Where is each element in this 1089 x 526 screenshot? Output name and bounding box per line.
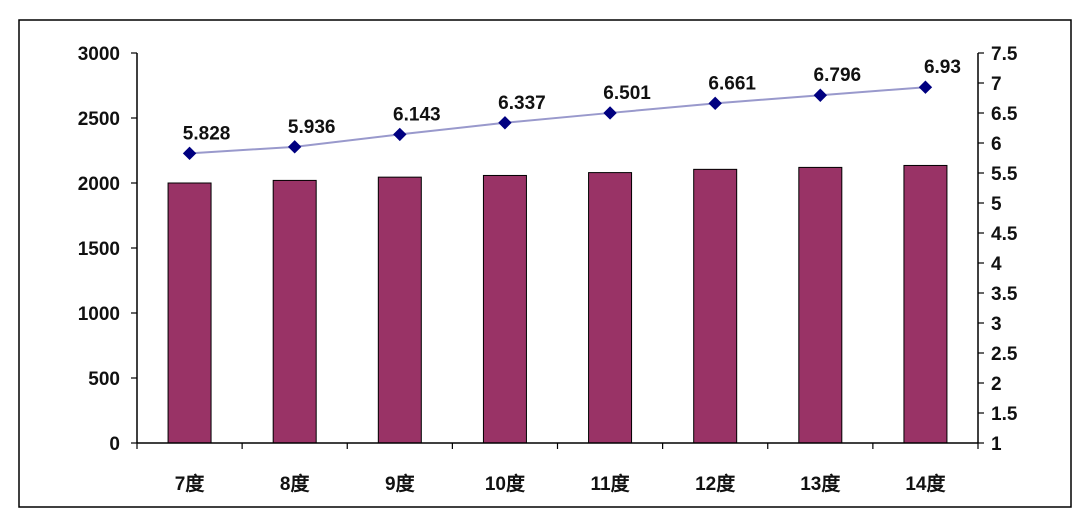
- left-tick-label: 1500: [78, 239, 120, 260]
- right-tick-label: 5.5: [991, 164, 1018, 185]
- x-tick-label: 10度: [485, 472, 526, 495]
- data-label-8: 6.93: [924, 57, 961, 78]
- bar-5: [588, 172, 633, 444]
- x-tick-label: 7度: [175, 472, 206, 495]
- x-tick-label: 11度: [591, 472, 631, 495]
- data-label-2: 5.936: [288, 117, 336, 138]
- bar-6: [693, 168, 738, 444]
- bar-7: [798, 166, 843, 444]
- x-tick-label: 8度: [280, 472, 311, 495]
- line-path: [189, 86, 926, 155]
- chart-axes: [131, 52, 984, 449]
- line-point-2: [287, 140, 302, 154]
- data-label-1: 5.828: [183, 123, 231, 144]
- x-tick-label: 13度: [800, 472, 841, 495]
- right-tick-label: 3.5: [991, 284, 1018, 305]
- left-tick-label: 3000: [78, 44, 120, 65]
- left-tick-label: 0: [109, 434, 120, 455]
- bar-1: [167, 182, 212, 444]
- data-label-5: 6.501: [603, 83, 651, 104]
- right-tick-label: 1.5: [991, 404, 1018, 425]
- x-tick-label: 14度: [905, 472, 946, 495]
- line-point-7: [813, 88, 828, 102]
- right-tick-label: 6: [991, 134, 1002, 155]
- x-tick-label: 9度: [385, 472, 416, 495]
- right-tick-label: 5: [991, 194, 1002, 215]
- right-tick-label: 2.5: [991, 344, 1018, 365]
- left-tick-label: 500: [88, 369, 120, 390]
- bar-8: [903, 164, 948, 444]
- data-label-3: 6.143: [393, 104, 441, 125]
- right-tick-label: 7.5: [991, 44, 1018, 65]
- left-tick-label: 2000: [78, 174, 120, 195]
- line-point-5: [603, 106, 617, 120]
- data-label-7: 6.796: [814, 65, 862, 86]
- line-point-1: [182, 146, 197, 161]
- bar-series: [167, 164, 948, 444]
- x-tick-label: 12度: [695, 472, 736, 495]
- bar-3: [377, 176, 422, 444]
- line-point-3: [393, 127, 407, 142]
- data-label-4: 6.337: [498, 93, 546, 114]
- line-point-4: [498, 116, 512, 130]
- left-tick-label: 1000: [78, 304, 120, 325]
- bar-4: [482, 174, 527, 444]
- line-series: [182, 80, 933, 161]
- right-tick-label: 2: [991, 374, 1002, 395]
- right-tick-label: 7: [991, 74, 1002, 95]
- right-tick-label: 4: [991, 254, 1002, 275]
- bar-2: [272, 179, 317, 444]
- chart-labels: 0 500 1000 1500 2000 2500 3000 1 1.5 2 2.5 3 3.5 4 4.5…: [78, 44, 1018, 495]
- right-tick-label: 3: [991, 314, 1002, 335]
- right-tick-label: 6.5: [991, 104, 1018, 125]
- left-tick-label: 2500: [78, 109, 120, 130]
- right-tick-label: 4.5: [991, 224, 1018, 245]
- right-tick-label: 1: [991, 434, 1002, 455]
- line-point-8: [918, 80, 933, 94]
- data-label-6: 6.661: [708, 73, 756, 94]
- line-point-6: [708, 96, 722, 111]
